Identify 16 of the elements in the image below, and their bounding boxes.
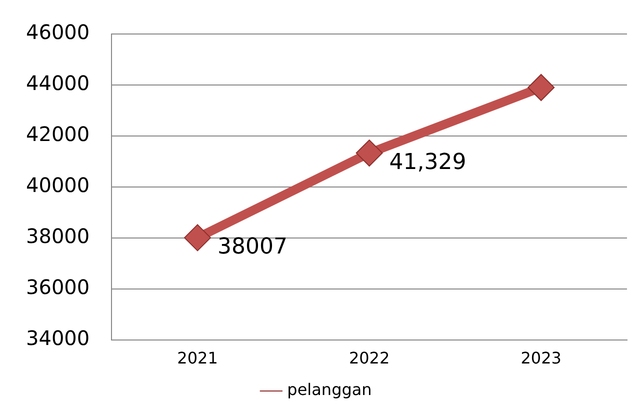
y-tick-label: 36000: [26, 275, 90, 300]
y-tick-label: 44000: [26, 71, 90, 96]
legend-label: pelanggan: [287, 380, 372, 400]
point: [356, 140, 383, 167]
data-label: 38007: [218, 234, 288, 260]
x-tick-label: 2023: [520, 348, 562, 368]
point: [184, 224, 212, 252]
y-tick-label: 42000: [26, 122, 90, 146]
y-tick-label: 34000: [26, 326, 90, 350]
y-tick-label: 40000: [26, 173, 90, 198]
y-tick-label: 46000: [26, 20, 90, 44]
point: [528, 74, 555, 102]
data-label: 41,329: [389, 150, 466, 175]
x-tick-label: 2021: [177, 348, 218, 368]
x-tick-label: 2022: [348, 348, 390, 368]
y-tick-label: 38000: [26, 224, 90, 248]
